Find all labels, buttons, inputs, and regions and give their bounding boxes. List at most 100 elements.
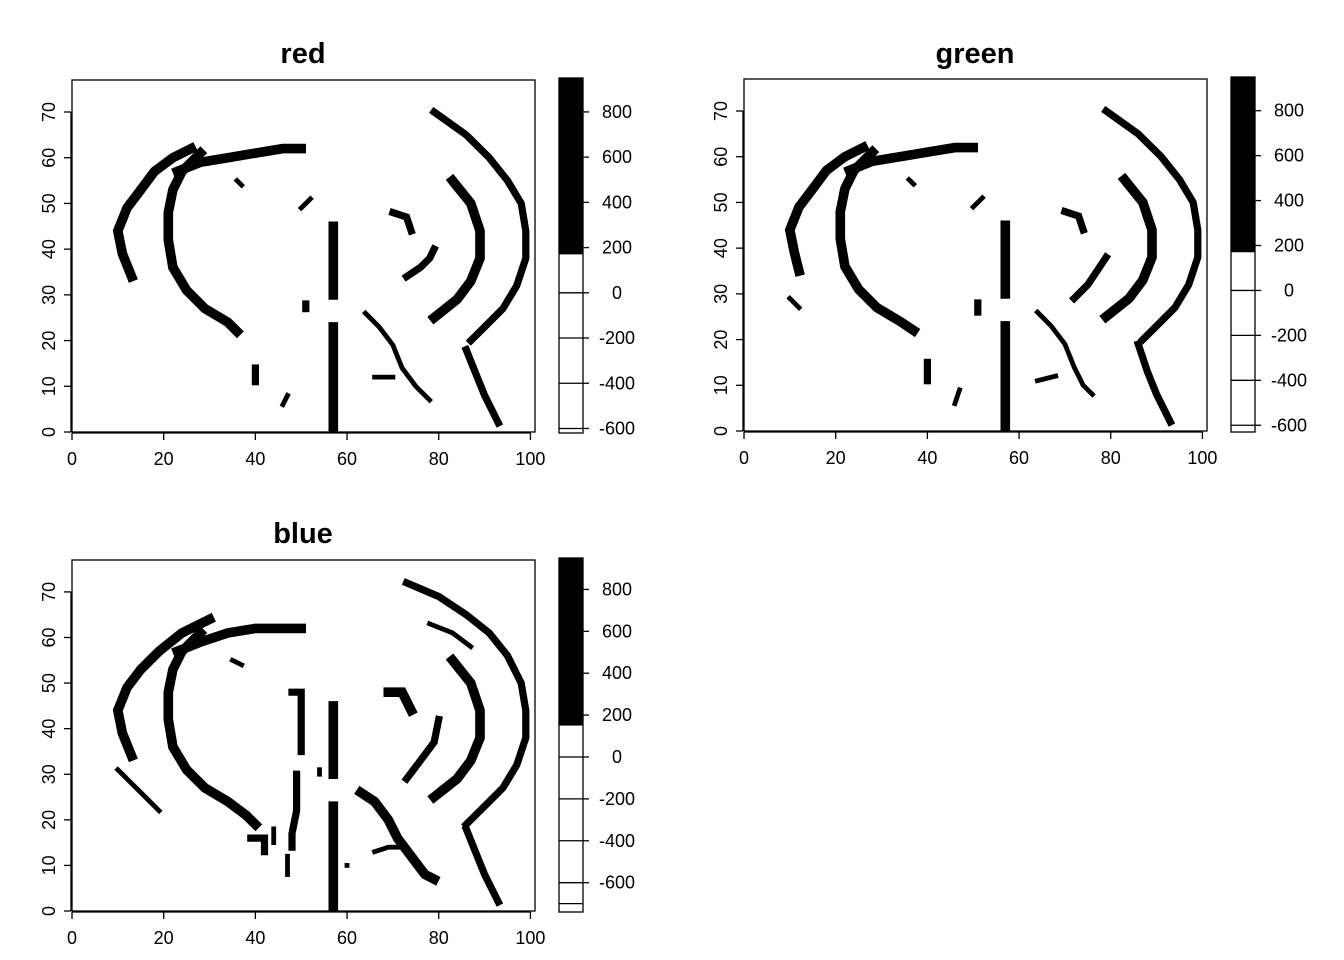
x-tick-label: 80 [1101,448,1121,468]
y-tick-label: 50 [39,673,59,693]
raster-stroke [388,208,416,236]
x-tick-label: 100 [1187,448,1217,468]
x-tick-label: 40 [245,928,265,948]
x-tick-label: 100 [515,449,545,469]
raster-stroke [114,766,163,815]
colorbar-black-band [559,558,583,726]
raster-layer [112,106,530,432]
plot-frame [71,79,536,433]
raster-stroke [112,142,198,283]
raster-stroke [288,770,301,851]
colorbar-black-band [1231,77,1255,253]
panel-title: blue [273,518,333,550]
colorbar-tick-label: 200 [1274,236,1304,256]
raster-stroke [229,657,245,669]
raster-layer [784,105,1202,431]
raster-stroke [426,620,475,650]
raster-stroke [163,146,244,339]
raster-stroke [1099,172,1157,324]
y-tick-label: 10 [39,376,59,396]
colorbar-tick-label: 200 [602,238,632,258]
x-tick-label: 20 [154,928,174,948]
colorbar-tick-label: 0 [612,283,622,303]
y-tick-label: 0 [39,906,59,916]
raster-stroke [1060,207,1088,235]
raster-stroke [786,294,803,312]
x-tick-label: 100 [515,928,545,948]
raster-stroke [951,386,963,407]
colorbar-tick-label: 600 [602,147,632,167]
raster-stroke [171,623,307,658]
colorbar-tick-label: 800 [602,579,632,599]
raster-stroke [969,194,986,211]
raster-stroke [835,145,921,338]
raster-stroke [297,195,314,212]
y-tick-label: 20 [711,330,731,350]
raster-stroke [427,653,485,804]
x-tick-label: 20 [826,448,846,468]
x-tick-label: 0 [67,928,77,948]
colorbar-tick-label: 0 [612,747,622,767]
y-tick-label: 40 [39,239,59,259]
colorbar-tick-label: -600 [1271,415,1307,435]
x-tick-label: 60 [337,928,357,948]
y-tick-label: 50 [39,193,59,213]
colorbar-tick-label: -400 [599,831,635,851]
colorbar-tick-label: 600 [602,621,632,641]
y-tick-label: 60 [711,147,731,167]
raster-stroke [1101,105,1202,345]
raster-stroke [461,824,504,907]
panel-title: red [280,38,325,70]
x-tick-label: 40 [245,449,265,469]
raster-stroke [843,142,979,177]
y-tick-label: 60 [39,148,59,168]
plot-frame [743,78,1208,432]
raster-stroke [383,687,418,717]
panel-red: red 0 20 40 60 80 100 0 10 20 30 40 50 60 70 800 600 400… [39,38,635,469]
colorbar-tick-label: 400 [602,192,632,212]
raster-stroke [401,244,439,282]
colorbar-tick-label: -600 [599,873,635,893]
y-tick-label: 30 [711,284,731,304]
y-tick-label: 40 [39,719,59,739]
raster-stroke [288,688,305,756]
raster-stroke [401,578,530,830]
colorbar-tick-label: 600 [1274,146,1304,166]
raster-stroke [1068,252,1112,304]
y-tick-label: 20 [39,810,59,830]
x-tick-label: 40 [917,448,937,468]
colorbar-tick-label: 200 [602,705,632,725]
raster-stroke [247,834,269,856]
raster-stroke [401,715,443,784]
colorbar-black-band [559,78,583,255]
raster-stroke [279,392,291,408]
x-tick-label: 60 [337,449,357,469]
y-tick-label: 10 [39,855,59,875]
y-tick-label: 30 [39,764,59,784]
raster-stroke [461,345,504,428]
y-tick-label: 0 [39,427,59,437]
raster-layer [112,578,530,911]
colorbar-tick-label: 400 [1274,191,1304,211]
raster-stroke [371,844,405,855]
colorbar-tick-label: 400 [602,663,632,683]
colorbar-tick-label: -200 [1271,325,1307,345]
raster-stroke [427,173,485,325]
raster-stroke [784,141,870,277]
colorbar-tick-label: -200 [599,328,635,348]
panel-blue: blue 0 20 40 60 80 100 0 10 20 30 40 50 60 70 800 600 40… [39,518,635,948]
x-tick-label: 60 [1009,448,1029,468]
colorbar-tick-label: -400 [1271,370,1307,390]
y-tick-label: 20 [39,331,59,351]
raster-stroke [233,177,246,189]
y-tick-label: 10 [711,375,731,395]
y-tick-label: 70 [39,582,59,602]
raster-stroke [1133,339,1176,427]
y-tick-label: 40 [711,238,731,258]
panel-green: green 0 20 40 60 80 100 0 10 20 30 40 50 60 70 800 600 4… [711,38,1307,468]
colorbar-tick-label: 800 [602,102,632,122]
y-tick-label: 70 [39,102,59,122]
x-tick-label: 0 [739,448,749,468]
raster-stroke [905,176,918,188]
